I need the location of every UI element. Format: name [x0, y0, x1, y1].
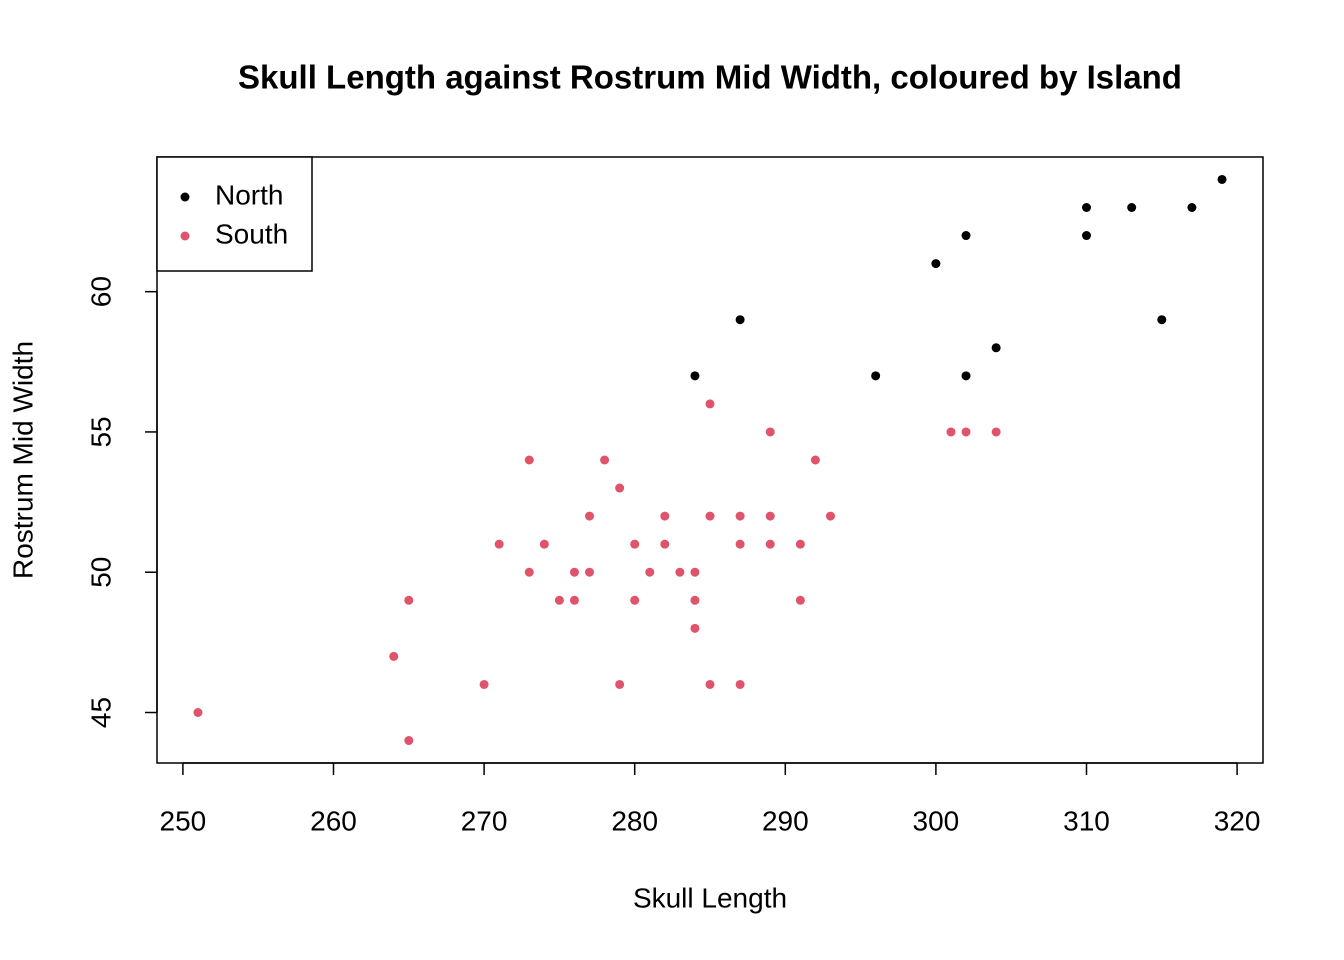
point	[585, 511, 595, 521]
point	[389, 651, 399, 661]
x-tick-label: 310	[1063, 805, 1110, 836]
point	[1187, 203, 1197, 212]
point	[479, 679, 489, 689]
point	[1081, 203, 1091, 212]
point	[795, 595, 805, 605]
x-tick-label: 300	[913, 805, 960, 836]
y-tick-label: 45	[85, 697, 116, 728]
point	[615, 483, 625, 493]
point	[765, 511, 775, 521]
legend-label: North	[215, 179, 283, 210]
point	[1157, 315, 1167, 325]
x-axis-label: Skull Length	[633, 882, 787, 913]
point	[554, 595, 564, 605]
point	[1081, 231, 1091, 241]
x-tick-label: 270	[461, 805, 508, 836]
point	[524, 567, 534, 577]
point	[946, 427, 956, 437]
x-tick-label: 280	[611, 805, 658, 836]
point	[705, 679, 715, 689]
point	[690, 567, 700, 577]
point	[991, 427, 1001, 437]
legend-marker	[180, 231, 190, 241]
point	[1217, 174, 1227, 184]
point	[735, 679, 745, 689]
point	[795, 539, 805, 549]
point	[961, 427, 971, 437]
point	[991, 343, 1001, 353]
point	[690, 371, 700, 381]
point	[825, 511, 835, 521]
point	[931, 259, 941, 269]
plot-frame	[156, 156, 1264, 764]
legend-box	[156, 156, 313, 272]
point	[961, 371, 971, 381]
point	[630, 539, 640, 549]
point	[705, 399, 715, 409]
point	[735, 511, 745, 521]
x-tick-label: 290	[762, 805, 809, 836]
y-axis-label: Rostrum Mid Width	[7, 341, 38, 579]
point	[539, 539, 549, 549]
point	[630, 595, 640, 605]
x-tick-label: 250	[160, 805, 207, 836]
point	[660, 539, 670, 549]
y-tick-label: 60	[85, 276, 116, 307]
x-tick-label: 320	[1214, 805, 1261, 836]
point	[765, 427, 775, 437]
legend-label: South	[215, 218, 288, 249]
point	[404, 736, 414, 746]
point	[765, 539, 775, 549]
point	[705, 511, 715, 521]
x-tick-label: 260	[310, 805, 357, 836]
point	[645, 567, 655, 577]
point	[494, 539, 504, 549]
point	[735, 315, 745, 325]
point	[690, 623, 700, 633]
point	[690, 595, 700, 605]
point	[615, 679, 625, 689]
point	[810, 455, 820, 465]
point	[193, 708, 203, 717]
point	[569, 567, 579, 577]
point	[961, 231, 971, 241]
point	[735, 539, 745, 549]
point	[404, 595, 414, 605]
point	[1127, 203, 1137, 212]
point	[569, 595, 579, 605]
chart-title: Skull Length against Rostrum Mid Width, …	[238, 59, 1182, 96]
y-tick-label: 55	[85, 416, 116, 447]
point	[585, 567, 595, 577]
legend-marker	[180, 192, 190, 202]
y-tick-label: 50	[85, 557, 116, 588]
point	[871, 371, 881, 381]
point	[600, 455, 610, 465]
point	[660, 511, 670, 521]
point	[675, 567, 685, 577]
point	[524, 455, 534, 465]
